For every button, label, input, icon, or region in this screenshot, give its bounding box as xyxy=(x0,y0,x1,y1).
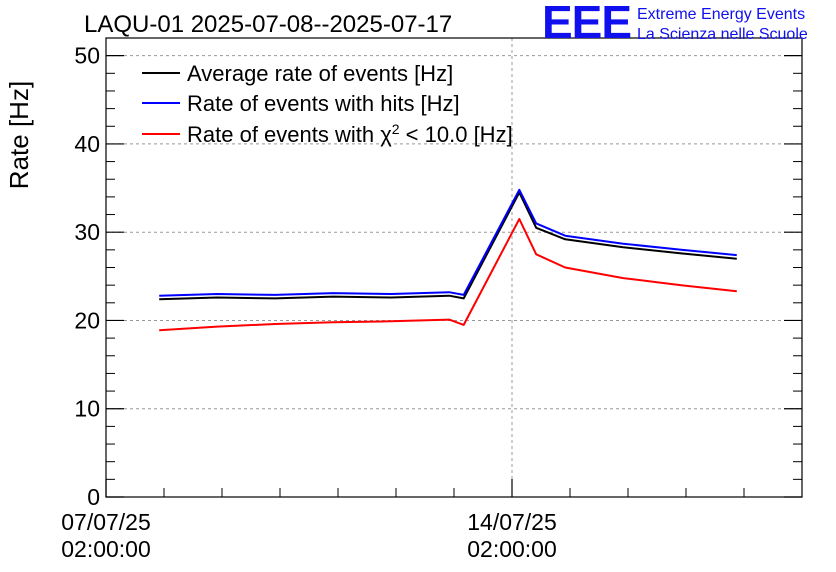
series-line-hits xyxy=(159,190,737,296)
y-tick-label: 50 xyxy=(74,43,100,69)
y-tick-label: 40 xyxy=(74,131,100,157)
eee-logo: EEE Extreme Energy Events La Scienza nel… xyxy=(542,0,808,48)
legend-label-chi2: Rate of events with χ2 < 10.0 [Hz] xyxy=(187,121,513,147)
y-tick-label: 0 xyxy=(87,484,100,510)
legend: Average rate of events [Hz] Rate of even… xyxy=(142,61,513,147)
series-line-chi2 xyxy=(159,219,737,330)
series-layer xyxy=(159,190,737,330)
y-tick-label: 30 xyxy=(74,219,100,245)
x-tick-label-date: 14/07/25 xyxy=(467,509,557,535)
legend-label-average: Average rate of events [Hz] xyxy=(187,61,453,86)
y-tick-label: 10 xyxy=(74,396,100,422)
legend-label-hits: Rate of events with hits [Hz] xyxy=(187,91,460,116)
y-axis-label: Rate [Hz] xyxy=(4,81,34,189)
axis-layer: 0102030405007/07/2502:00:0014/07/2502:00… xyxy=(61,38,802,562)
logo-line-1: Extreme Energy Events xyxy=(637,6,805,23)
x-tick-label-date: 07/07/25 xyxy=(61,509,151,535)
logo-line-2: La Scienza nelle Scuole xyxy=(637,26,808,43)
x-tick-label-time: 02:00:00 xyxy=(61,536,151,562)
logo-mark: EEE xyxy=(542,0,631,48)
x-tick-label-time: 02:00:00 xyxy=(467,536,557,562)
y-tick-label: 20 xyxy=(74,307,100,333)
chart-title: LAQU-01 2025-07-08--2025-07-17 xyxy=(84,11,452,38)
